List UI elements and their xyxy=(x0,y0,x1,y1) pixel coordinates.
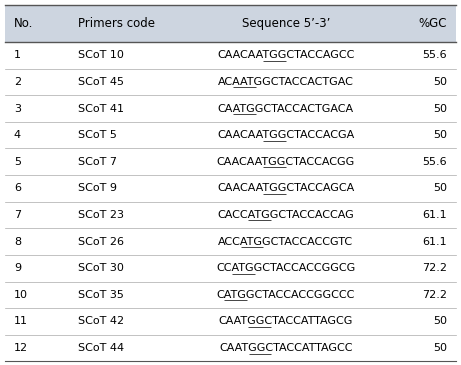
Bar xyxy=(5,308,456,335)
Text: 5: 5 xyxy=(14,157,21,167)
Text: Sequence 5’-3’: Sequence 5’-3’ xyxy=(242,17,330,30)
Text: 50: 50 xyxy=(433,183,447,193)
Text: 8: 8 xyxy=(14,237,21,247)
Text: CACCATGGCTACCACCAG: CACCATGGCTACCACCAG xyxy=(218,210,354,220)
Text: SCoT 35: SCoT 35 xyxy=(78,290,124,300)
Text: SCoT 26: SCoT 26 xyxy=(78,237,124,247)
Bar xyxy=(5,69,456,95)
Text: SCoT 23: SCoT 23 xyxy=(78,210,124,220)
Text: 4: 4 xyxy=(14,130,21,140)
Text: SCoT 41: SCoT 41 xyxy=(78,104,124,114)
Text: 61.1: 61.1 xyxy=(423,210,447,220)
Text: Primers code: Primers code xyxy=(78,17,155,30)
Text: CAATGGCTACCACTGACA: CAATGGCTACCACTGACA xyxy=(218,104,354,114)
Text: 3: 3 xyxy=(14,104,21,114)
Text: 72.2: 72.2 xyxy=(422,263,447,273)
Text: CAACAATGGCTACCACGG: CAACAATGGCTACCACGG xyxy=(217,157,355,167)
Text: SCoT 44: SCoT 44 xyxy=(78,343,124,353)
Text: 50: 50 xyxy=(433,343,447,353)
Text: 50: 50 xyxy=(433,77,447,87)
Text: 2: 2 xyxy=(14,77,21,87)
Bar xyxy=(5,95,456,122)
Text: No.: No. xyxy=(14,17,33,30)
Text: CAACAATGGCTACCAGCA: CAACAATGGCTACCAGCA xyxy=(217,183,355,193)
Text: 55.6: 55.6 xyxy=(423,50,447,60)
Text: SCoT 7: SCoT 7 xyxy=(78,157,118,167)
Bar xyxy=(5,335,456,361)
Text: CAACAATGGCTACCACGA: CAACAATGGCTACCACGA xyxy=(217,130,355,140)
Text: CAATGGCTACCATTAGCC: CAATGGCTACCATTAGCC xyxy=(219,343,353,353)
Text: 50: 50 xyxy=(433,130,447,140)
Text: 12: 12 xyxy=(14,343,28,353)
Text: CCATGGCTACCACCGGCG: CCATGGCTACCACCGGCG xyxy=(216,263,355,273)
Bar xyxy=(5,42,456,69)
Text: 10: 10 xyxy=(14,290,28,300)
Text: 50: 50 xyxy=(433,316,447,326)
Bar xyxy=(5,5,456,42)
Text: SCoT 42: SCoT 42 xyxy=(78,316,124,326)
Text: 7: 7 xyxy=(14,210,21,220)
Text: 61.1: 61.1 xyxy=(423,237,447,247)
Text: SCoT 5: SCoT 5 xyxy=(78,130,117,140)
Text: CAACAATGGCTACCAGCC: CAACAATGGCTACCAGCC xyxy=(217,50,355,60)
Text: CATGGCTACCACCGGCCC: CATGGCTACCACCGGCCC xyxy=(217,290,355,300)
Bar xyxy=(5,122,456,149)
Text: 11: 11 xyxy=(14,316,28,326)
Text: SCoT 10: SCoT 10 xyxy=(78,50,124,60)
Bar xyxy=(5,255,456,281)
Text: 72.2: 72.2 xyxy=(422,290,447,300)
Text: ACCATGGCTACCACCGTC: ACCATGGCTACCACCGTC xyxy=(218,237,354,247)
Text: 50: 50 xyxy=(433,104,447,114)
Bar xyxy=(5,175,456,201)
Bar xyxy=(5,149,456,175)
Text: SCoT 45: SCoT 45 xyxy=(78,77,124,87)
Text: 1: 1 xyxy=(14,50,21,60)
Text: 9: 9 xyxy=(14,263,21,273)
Text: 55.6: 55.6 xyxy=(423,157,447,167)
Bar xyxy=(5,281,456,308)
Text: CAATGGCTACCATTAGCG: CAATGGCTACCATTAGCG xyxy=(219,316,353,326)
Text: SCoT 30: SCoT 30 xyxy=(78,263,124,273)
Text: %GC: %GC xyxy=(419,17,447,30)
Bar xyxy=(5,228,456,255)
Bar xyxy=(5,201,456,228)
Text: SCoT 9: SCoT 9 xyxy=(78,183,118,193)
Text: ACAATGGCTACCACTGAC: ACAATGGCTACCACTGAC xyxy=(218,77,354,87)
Text: 6: 6 xyxy=(14,183,21,193)
